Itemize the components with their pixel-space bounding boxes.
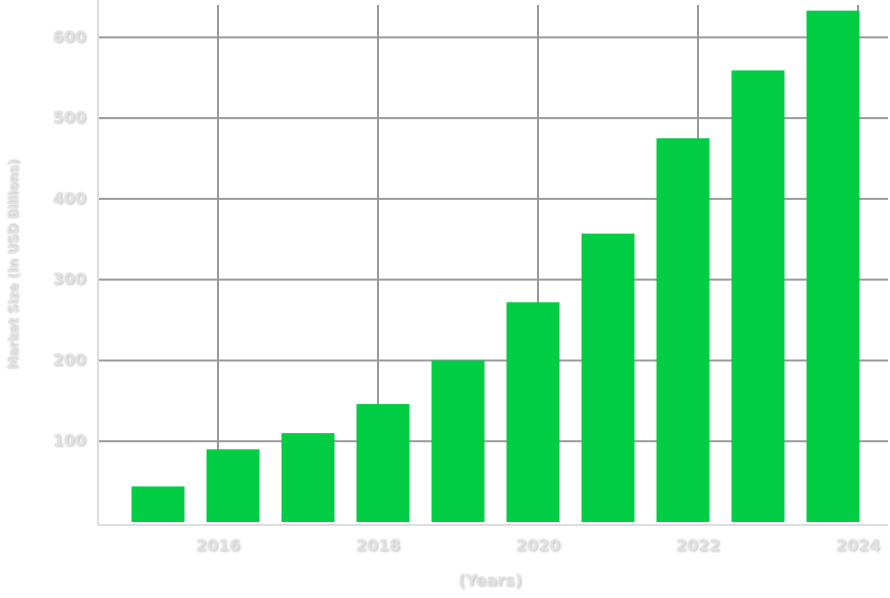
x-tick-label: 2016	[196, 536, 241, 555]
bar	[431, 360, 485, 522]
y-tick-label: 200	[53, 350, 86, 369]
y-tick-label: 600	[53, 27, 86, 46]
x-axis-label: (Years)	[458, 571, 522, 590]
y-tick-label: 500	[53, 108, 86, 127]
bar	[131, 486, 185, 522]
bar	[506, 302, 560, 522]
bar	[806, 10, 860, 522]
bar	[731, 70, 785, 523]
x-tick-label: 2024	[836, 536, 881, 555]
y-axis-label: Market Size (In USD Billions)	[7, 160, 22, 370]
x-tick-label: 2022	[676, 536, 721, 555]
y-tick-label: 100	[53, 431, 86, 450]
y-tick-label: 300	[53, 269, 86, 288]
bar	[206, 449, 260, 522]
x-tick-label: 2020	[516, 536, 561, 555]
x-tick-label: 2018	[356, 536, 401, 555]
bar	[656, 138, 710, 522]
bar	[356, 404, 410, 522]
y-tick-label: 400	[53, 188, 86, 207]
bar	[281, 433, 335, 522]
bar	[581, 233, 635, 522]
